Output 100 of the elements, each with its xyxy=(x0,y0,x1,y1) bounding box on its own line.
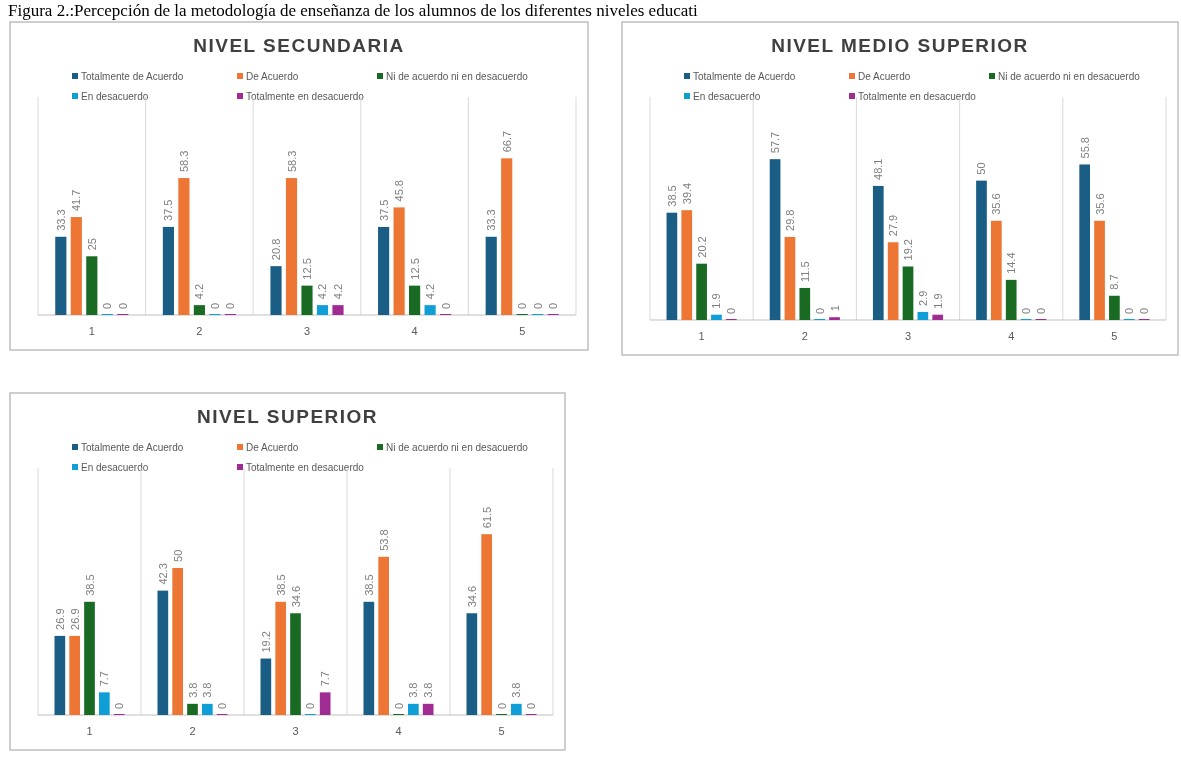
data-label: 29.8 xyxy=(783,209,796,231)
bar xyxy=(363,601,375,715)
chart-title: NIVEL SUPERIOR xyxy=(196,406,379,427)
data-label: 1 xyxy=(828,305,841,312)
legend-label: De Acuerdo xyxy=(246,442,299,453)
data-label: 42.3 xyxy=(156,563,169,585)
bar xyxy=(485,236,497,315)
data-label: 4.2 xyxy=(331,283,344,300)
bar xyxy=(407,703,419,715)
bar xyxy=(666,212,678,320)
chart-title: NIVEL MEDIO SUPERIOR xyxy=(771,35,1029,56)
bar xyxy=(55,236,67,315)
data-label: 2.9 xyxy=(916,290,929,306)
legend-label: Totalmente en desacuerdo xyxy=(858,91,977,102)
x-tick-label: 2 xyxy=(801,330,808,342)
legend-label: En desacuerdo xyxy=(81,462,149,473)
bar xyxy=(162,226,174,315)
x-tick-label: 5 xyxy=(498,725,505,737)
data-label: 34.6 xyxy=(465,585,478,608)
data-label: 0 xyxy=(1123,307,1136,314)
bar xyxy=(290,613,301,715)
data-label: 0 xyxy=(224,302,237,309)
data-label: 11.5 xyxy=(798,261,811,282)
data-label: 0 xyxy=(216,702,229,709)
x-tick-label: 3 xyxy=(303,325,311,337)
bar xyxy=(69,635,81,715)
data-label: 58.3 xyxy=(177,150,190,173)
data-label: 38.5 xyxy=(274,574,287,596)
data-label: 3.8 xyxy=(201,682,214,698)
data-label: 41.7 xyxy=(70,189,83,212)
legend-label: En desacuerdo xyxy=(693,91,761,102)
legend-label: Ni de acuerdo ni en desacuerdo xyxy=(386,442,529,453)
bar xyxy=(201,703,213,715)
data-label: 26.9 xyxy=(68,608,81,630)
bar xyxy=(301,285,313,315)
data-label: 33.3 xyxy=(54,209,67,231)
data-label: 3.8 xyxy=(407,682,420,698)
bar xyxy=(466,613,478,715)
x-tick-label: 5 xyxy=(1111,330,1118,342)
x-tick-label: 2 xyxy=(189,725,196,737)
data-label: 35.6 xyxy=(1093,193,1106,215)
bar xyxy=(378,226,390,315)
data-label: 14.4 xyxy=(1005,252,1018,274)
data-label: 34.6 xyxy=(289,585,302,608)
data-label: 0 xyxy=(525,702,538,709)
bar xyxy=(70,217,82,315)
legend-label: De Acuerdo xyxy=(858,71,911,82)
bar xyxy=(285,178,298,315)
data-label: 61.5 xyxy=(480,506,493,529)
data-label: 20.2 xyxy=(695,236,708,258)
data-label: 0 xyxy=(304,702,317,709)
data-label: 3.8 xyxy=(422,682,435,698)
bar xyxy=(902,266,914,320)
bar xyxy=(178,178,190,315)
data-label: 4.2 xyxy=(316,283,329,300)
legend-label: En desacuerdo xyxy=(81,91,149,102)
data-label: 20.8 xyxy=(270,238,283,261)
data-label: 0 xyxy=(813,307,826,314)
bar xyxy=(187,703,198,715)
data-label: 0 xyxy=(1034,307,1047,314)
data-label: 66.7 xyxy=(500,130,513,153)
bar xyxy=(86,256,98,315)
data-label: 38.5 xyxy=(83,574,96,596)
bar xyxy=(1079,164,1091,320)
bar xyxy=(696,263,707,320)
bar xyxy=(172,567,184,715)
bar xyxy=(98,692,110,715)
data-label: 8.7 xyxy=(1108,274,1121,290)
bar xyxy=(193,305,205,315)
data-label: 45.8 xyxy=(393,180,406,202)
bar xyxy=(887,242,899,320)
x-tick-label: 2 xyxy=(196,325,203,337)
data-label: 4.2 xyxy=(424,283,437,300)
bar xyxy=(393,207,405,315)
data-label: 58.3 xyxy=(285,150,298,173)
legend-label: Totalmente de Acuerdo xyxy=(693,71,796,82)
data-label: 37.5 xyxy=(162,199,175,221)
bar xyxy=(260,658,272,715)
bar xyxy=(1005,279,1017,320)
data-label: 0 xyxy=(101,302,114,309)
bar xyxy=(422,703,434,715)
data-label: 1.9 xyxy=(710,293,723,309)
bar xyxy=(917,311,929,320)
data-label: 39.4 xyxy=(680,182,693,205)
x-tick-label: 3 xyxy=(904,330,912,342)
data-label: 0 xyxy=(208,302,221,309)
data-label: 26.9 xyxy=(53,608,66,630)
data-label: 12.5 xyxy=(408,258,421,280)
data-label: 0 xyxy=(531,302,544,309)
legend-label: Totalmente de Acuerdo xyxy=(81,71,184,82)
bar xyxy=(1109,295,1120,320)
x-tick-label: 4 xyxy=(395,725,402,737)
x-tick-label: 3 xyxy=(292,725,299,737)
legend-label: De Acuerdo xyxy=(246,71,299,82)
data-label: 7.7 xyxy=(98,671,111,687)
data-label: 0 xyxy=(113,702,126,709)
data-label: 27.9 xyxy=(887,214,900,237)
data-label: 50 xyxy=(975,162,988,175)
bar xyxy=(54,635,66,715)
bar xyxy=(510,703,522,715)
